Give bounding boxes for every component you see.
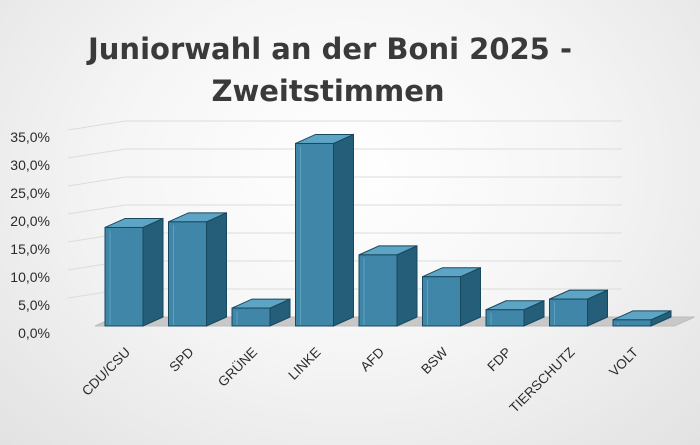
y-tick-label: 30,0%: [10, 157, 50, 173]
bar-front: [295, 142, 334, 327]
gridline: [67, 148, 622, 159]
chart-title-line-1: Juniorwahl an der Boni 2025 -: [86, 32, 572, 66]
bar: [422, 266, 481, 327]
x-category-label: VOLT: [606, 345, 641, 380]
x-category-label: BSW: [418, 344, 451, 377]
bar-front: [168, 221, 207, 327]
y-tick-label: 0,0%: [18, 325, 50, 341]
bar-front: [358, 254, 398, 327]
x-category-label: CDU/CSU: [79, 345, 133, 399]
bar-front: [231, 307, 271, 327]
y-tick-label: 15,0%: [10, 241, 50, 257]
bar-front: [485, 309, 525, 327]
x-category-label: AFD: [357, 344, 387, 374]
bar-side: [206, 212, 227, 327]
bar-side: [333, 133, 354, 327]
bar-side: [142, 217, 164, 327]
bar: [295, 133, 354, 327]
y-axis-ticks: 0,0% 5,0% 10,0% 15,0% 20,0% 25,0% 30,0% 35,0%: [10, 129, 50, 341]
y-tick-label: 5,0%: [18, 297, 50, 313]
y-tick-label: 20,0%: [10, 213, 50, 229]
bar-front: [612, 319, 652, 327]
bar: [104, 217, 164, 327]
bar: [358, 245, 418, 327]
y-tick-label: 10,0%: [10, 269, 50, 285]
bar-side: [396, 245, 418, 327]
x-category-label: SPD: [166, 344, 196, 374]
bar-front: [549, 298, 588, 327]
bar: [612, 310, 672, 327]
x-category-label: FDP: [484, 345, 514, 375]
bar-front: [422, 276, 461, 327]
gridline: [67, 176, 622, 187]
bar-side: [460, 266, 481, 327]
bar: [168, 212, 227, 327]
gridline: [67, 120, 622, 131]
x-category-label: GRÜNE: [215, 345, 260, 390]
bar-front: [104, 226, 144, 327]
y-tick-label: 25,0%: [10, 185, 50, 201]
x-category-label: LINKE: [285, 345, 323, 383]
gridline: [67, 204, 622, 215]
bar: [231, 298, 291, 327]
bar-series: [104, 133, 672, 327]
bar: [549, 289, 608, 327]
y-tick-label: 35,0%: [10, 129, 50, 145]
x-category-label: TIERSCHUTZ: [507, 345, 578, 416]
chart-title-line-2: Zweitstimmen: [211, 74, 444, 108]
bar: [485, 299, 545, 327]
